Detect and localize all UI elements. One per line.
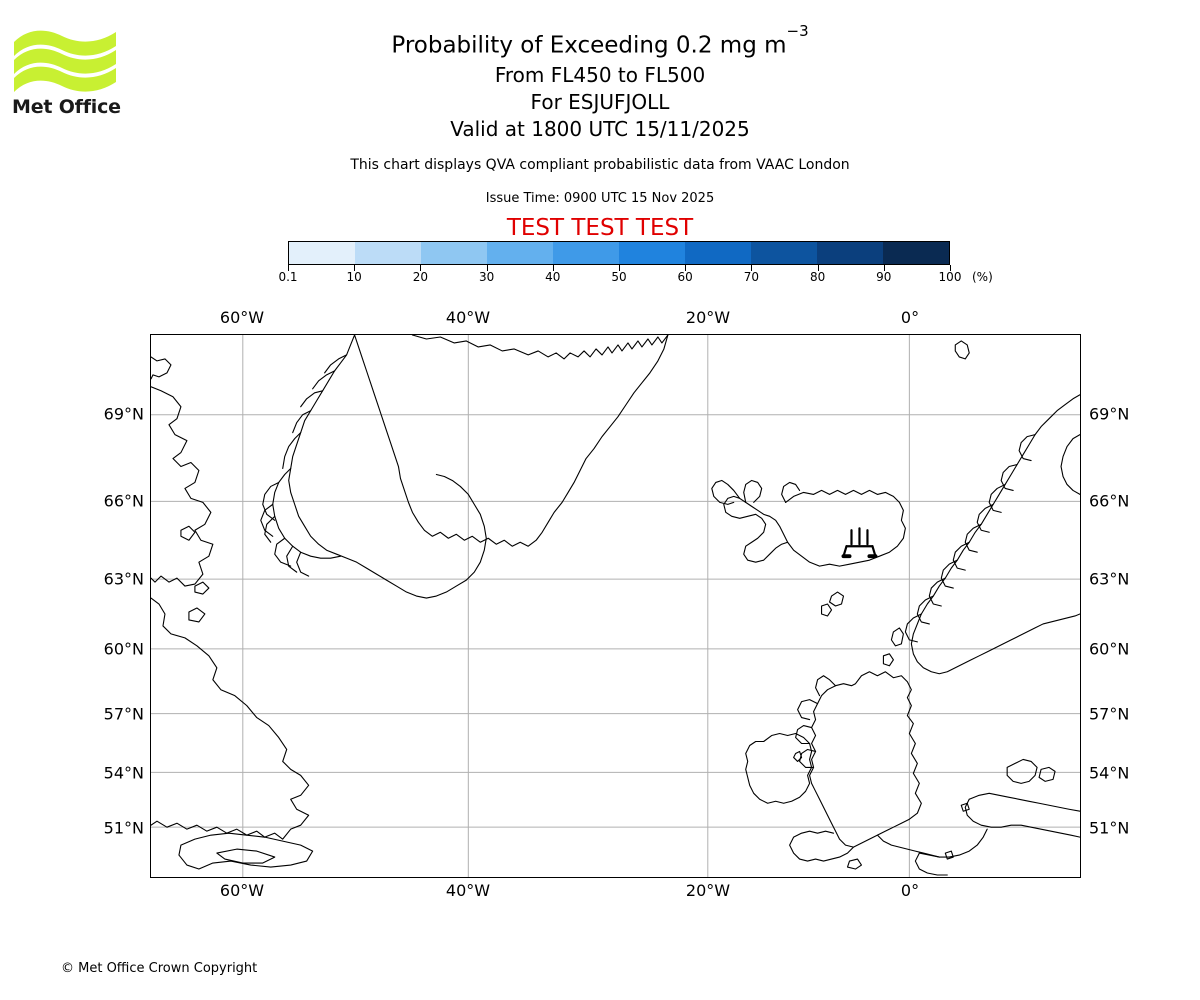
lon-label-40degW: 40°W — [445, 881, 491, 900]
colorbar-unit: (%) — [972, 270, 993, 284]
colorbar-band-20-30 — [421, 242, 487, 264]
qva-note: This chart displays QVA compliant probab… — [350, 157, 850, 173]
colorbar-band-60-70 — [685, 242, 751, 264]
lat-label-right-69degN: 69°N — [1089, 404, 1130, 424]
lat-label-left-66degN: 66°N — [103, 491, 144, 511]
colorbar-band-90-100 — [883, 242, 949, 264]
colorbar-tick-50 — [619, 265, 620, 271]
page-title-exponent: −3 — [786, 21, 809, 40]
colorbar-band-0.1-10 — [289, 242, 355, 264]
colorbar-tick-30 — [486, 265, 488, 271]
lat-label-left-63degN: 63°N — [103, 569, 144, 589]
lat-label-right-63degN: 63°N — [1089, 569, 1130, 589]
valid-time-subtitle: Valid at 1800 UTC 15/11/2025 — [450, 117, 750, 141]
colorbar-band-50-60 — [619, 242, 685, 264]
colorbar-tick-60 — [685, 265, 687, 271]
colorbar-tick-label-10: 10 — [346, 270, 362, 284]
colorbar-tick-10 — [354, 265, 356, 271]
volcano-icon — [841, 527, 878, 559]
colorbar-tick-80 — [817, 265, 819, 271]
lat-label-right-60degN: 60°N — [1089, 639, 1130, 659]
lon-label-0deg: 0° — [900, 881, 920, 900]
colorbar-tick-label-0.1: 0.1 — [278, 270, 298, 284]
lon-label-60degW: 60°W — [219, 308, 265, 327]
colorbar-tick-label-70: 70 — [743, 270, 760, 284]
colorbar-tick-label-40: 40 — [545, 270, 561, 284]
colorbar-tick-90 — [883, 265, 885, 271]
colorbar-band-70-80 — [751, 242, 817, 264]
lat-label-right-51degN: 51°N — [1089, 818, 1130, 838]
lon-label-60degW: 60°W — [219, 881, 265, 900]
colorbar-tick-label-60: 60 — [677, 270, 693, 284]
lat-label-right-66degN: 66°N — [1089, 491, 1130, 511]
lat-label-left-51degN: 51°N — [103, 818, 144, 838]
met-office-waves-icon — [14, 30, 116, 92]
colorbar-labels: 0.1 10 20 30 40 50 60 70 80 90 100 — [278, 270, 961, 286]
logo-wordmark: Met Office — [12, 96, 121, 118]
colorbar-tick-label-50: 50 — [611, 270, 627, 284]
issue-time: Issue Time: 0900 UTC 15 Nov 2025 — [485, 191, 715, 206]
map-plot-area[interactable] — [150, 334, 1081, 878]
colorbar-tick-label-90: 90 — [876, 270, 892, 284]
colorbar-tick-label-80: 80 — [809, 270, 826, 284]
volcano-subtitle: For ESJUFJOLL — [530, 90, 670, 114]
colorbar-tick-label-100: 100 — [938, 270, 962, 284]
colorbar-band-10-20 — [355, 242, 421, 264]
copyright-notice: © Met Office Crown Copyright — [61, 961, 258, 976]
test-banner: TEST TEST TEST — [506, 215, 694, 241]
colorbar-tick-label-20: 20 — [412, 270, 429, 284]
lat-label-right-54degN: 54°N — [1089, 763, 1130, 783]
lat-label-right-57degN: 57°N — [1089, 704, 1130, 724]
lat-label-left-54degN: 54°N — [103, 763, 144, 783]
colorbar-band-80-90 — [817, 242, 883, 264]
flight-level-subtitle: From FL450 to FL500 — [494, 63, 706, 87]
colorbar-tick-20 — [420, 265, 422, 271]
colorbar-band-30-40 — [487, 242, 553, 264]
page-title: Probability of Exceeding 0.2 mg m−3 — [0, 21, 1200, 60]
colorbar-bands — [288, 241, 950, 265]
lon-label-20degW: 20°W — [685, 308, 731, 327]
lat-label-left-69degN: 69°N — [103, 404, 144, 424]
lat-label-left-60degN: 60°N — [103, 639, 144, 659]
colorbar-band-40-50 — [553, 242, 619, 264]
lon-label-20degW: 20°W — [685, 881, 731, 900]
coastlines — [151, 335, 1080, 876]
met-office-logo: Met Office — [12, 26, 122, 118]
map-gridlines — [151, 335, 1080, 877]
probability-colorbar — [288, 241, 950, 265]
colorbar-ticks — [288, 265, 951, 273]
lat-label-left-57degN: 57°N — [103, 704, 144, 724]
map-svg — [151, 335, 1080, 877]
lon-label-40degW: 40°W — [445, 308, 491, 327]
lon-label-0deg: 0° — [900, 308, 920, 327]
colorbar-tick-40 — [552, 265, 554, 271]
page-title-text: Probability of Exceeding 0.2 mg m — [391, 32, 787, 59]
colorbar-tick-100 — [950, 265, 951, 271]
colorbar-tick-0.1 — [288, 265, 289, 271]
colorbar-tick-label-30: 30 — [478, 270, 495, 284]
colorbar-tick-70 — [751, 265, 753, 271]
